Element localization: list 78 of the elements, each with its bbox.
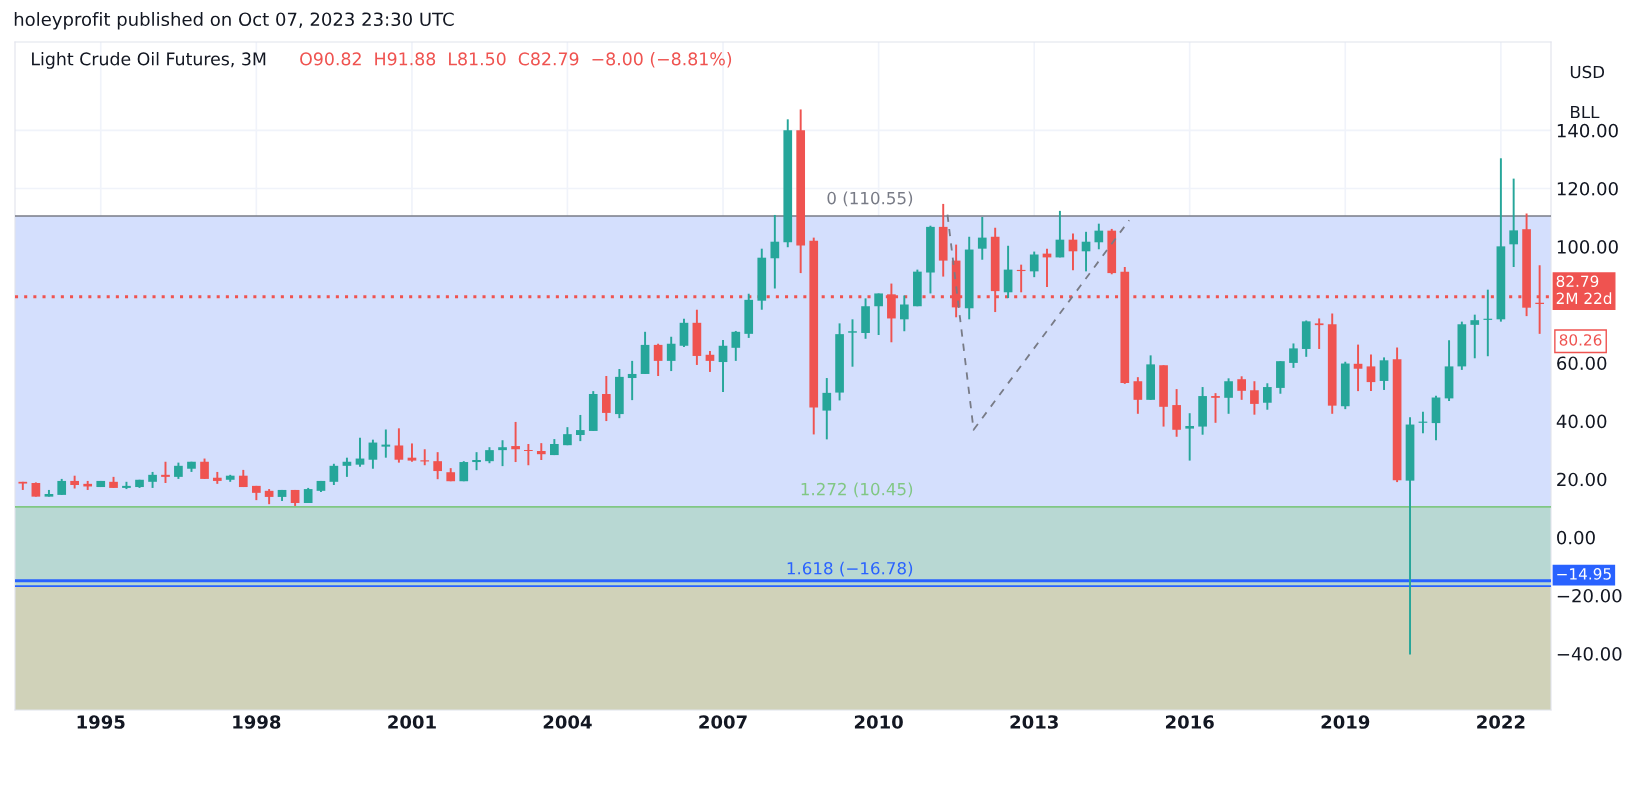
y-tick-label: 140.00	[1557, 123, 1618, 138]
candlestick	[498, 439, 507, 468]
candlestick	[381, 428, 391, 459]
x-tick-label: 1995	[77, 715, 125, 729]
candlestick	[666, 335, 676, 373]
candlestick	[874, 292, 883, 336]
candlestick	[1366, 353, 1376, 393]
ref-line-label: 82.79 2M 22d	[1556, 275, 1612, 305]
candlestick	[977, 216, 987, 261]
candlestick	[1379, 356, 1389, 391]
candlestick	[848, 318, 857, 368]
x-tick-label: 1998	[233, 715, 281, 729]
y-tick-label: −40.00	[1557, 647, 1622, 661]
text: 80.26	[1559, 334, 1602, 346]
candlestick	[1016, 263, 1026, 294]
text: USD	[1570, 65, 1605, 79]
candlestick	[407, 442, 417, 463]
candlestick	[1133, 376, 1143, 415]
candlestick	[433, 451, 442, 481]
x-tick-label: 2001	[388, 715, 436, 729]
y-tick-label: 100.00	[1557, 240, 1618, 254]
candlestick	[524, 443, 533, 467]
ref-line-label: 0 (110.55)	[827, 191, 913, 207]
candlestick	[394, 427, 404, 464]
candlestick	[329, 462, 339, 486]
y-tick-label: 60.00	[1557, 356, 1607, 371]
ref-line-label: 1.272 (10.45)	[801, 482, 913, 498]
text: Light Crude Oil Futures, 3M	[32, 52, 266, 69]
candlestick	[679, 317, 689, 348]
candlestick	[1237, 375, 1246, 401]
candlestick	[161, 460, 170, 484]
y-tick-label: 40.00	[1556, 414, 1607, 429]
y-tick-label: 20.00	[1557, 472, 1607, 487]
candlestick	[1509, 177, 1519, 268]
candlestick	[368, 438, 378, 470]
candlestick	[472, 451, 481, 472]
x-tick-label: 2010	[854, 715, 903, 729]
candlestick	[355, 436, 365, 468]
candlestick	[1314, 317, 1324, 350]
text: holeyprofit published on Oct 07, 2023 23:30 UTC	[14, 12, 454, 30]
candlestick	[718, 338, 728, 393]
candlestick	[1289, 342, 1298, 369]
candlestick	[1262, 382, 1272, 411]
y-tick-label: 120.00	[1557, 181, 1618, 196]
candlestick	[1250, 380, 1259, 416]
x-tick-label: 2022	[1477, 715, 1525, 729]
candlestick	[822, 377, 832, 441]
ref-line-label: −14.95	[1557, 568, 1611, 580]
x-tick-label: 2019	[1321, 715, 1370, 729]
y-tick-label: 0.00	[1557, 530, 1595, 545]
x-tick-label: 2004	[543, 715, 592, 729]
candlestick	[770, 213, 780, 290]
text: BLL	[1571, 105, 1600, 119]
candlestick	[731, 329, 741, 362]
candlestick	[653, 342, 663, 377]
candlestick	[601, 375, 611, 423]
candlestick	[1224, 377, 1233, 415]
x-tick-label: 2007	[699, 715, 747, 729]
candlestick	[1185, 412, 1195, 462]
x-tick-label: 2016	[1165, 715, 1214, 729]
candlestick	[342, 456, 352, 478]
candlestick	[627, 359, 637, 402]
candlestick	[899, 294, 909, 333]
candlestick	[511, 420, 520, 464]
candlestick	[575, 413, 585, 443]
candlestick	[1353, 343, 1363, 393]
candlestick	[200, 457, 209, 480]
x-tick-label: 2013	[1010, 715, 1058, 729]
candlestick	[1211, 392, 1220, 424]
ref-line-label: 1.618 (−16.78)	[787, 561, 913, 577]
candlestick	[1483, 288, 1493, 358]
y-tick-label: −20.00	[1557, 588, 1622, 603]
text: O90.82 H91.88 L81.50 C82.79 −8.00 (−8.81%)	[300, 52, 732, 68]
candlestick	[1029, 250, 1039, 279]
candlestick	[1094, 222, 1104, 251]
candlestick	[420, 448, 430, 467]
candlestick	[1470, 313, 1480, 360]
candlestick	[705, 350, 715, 373]
